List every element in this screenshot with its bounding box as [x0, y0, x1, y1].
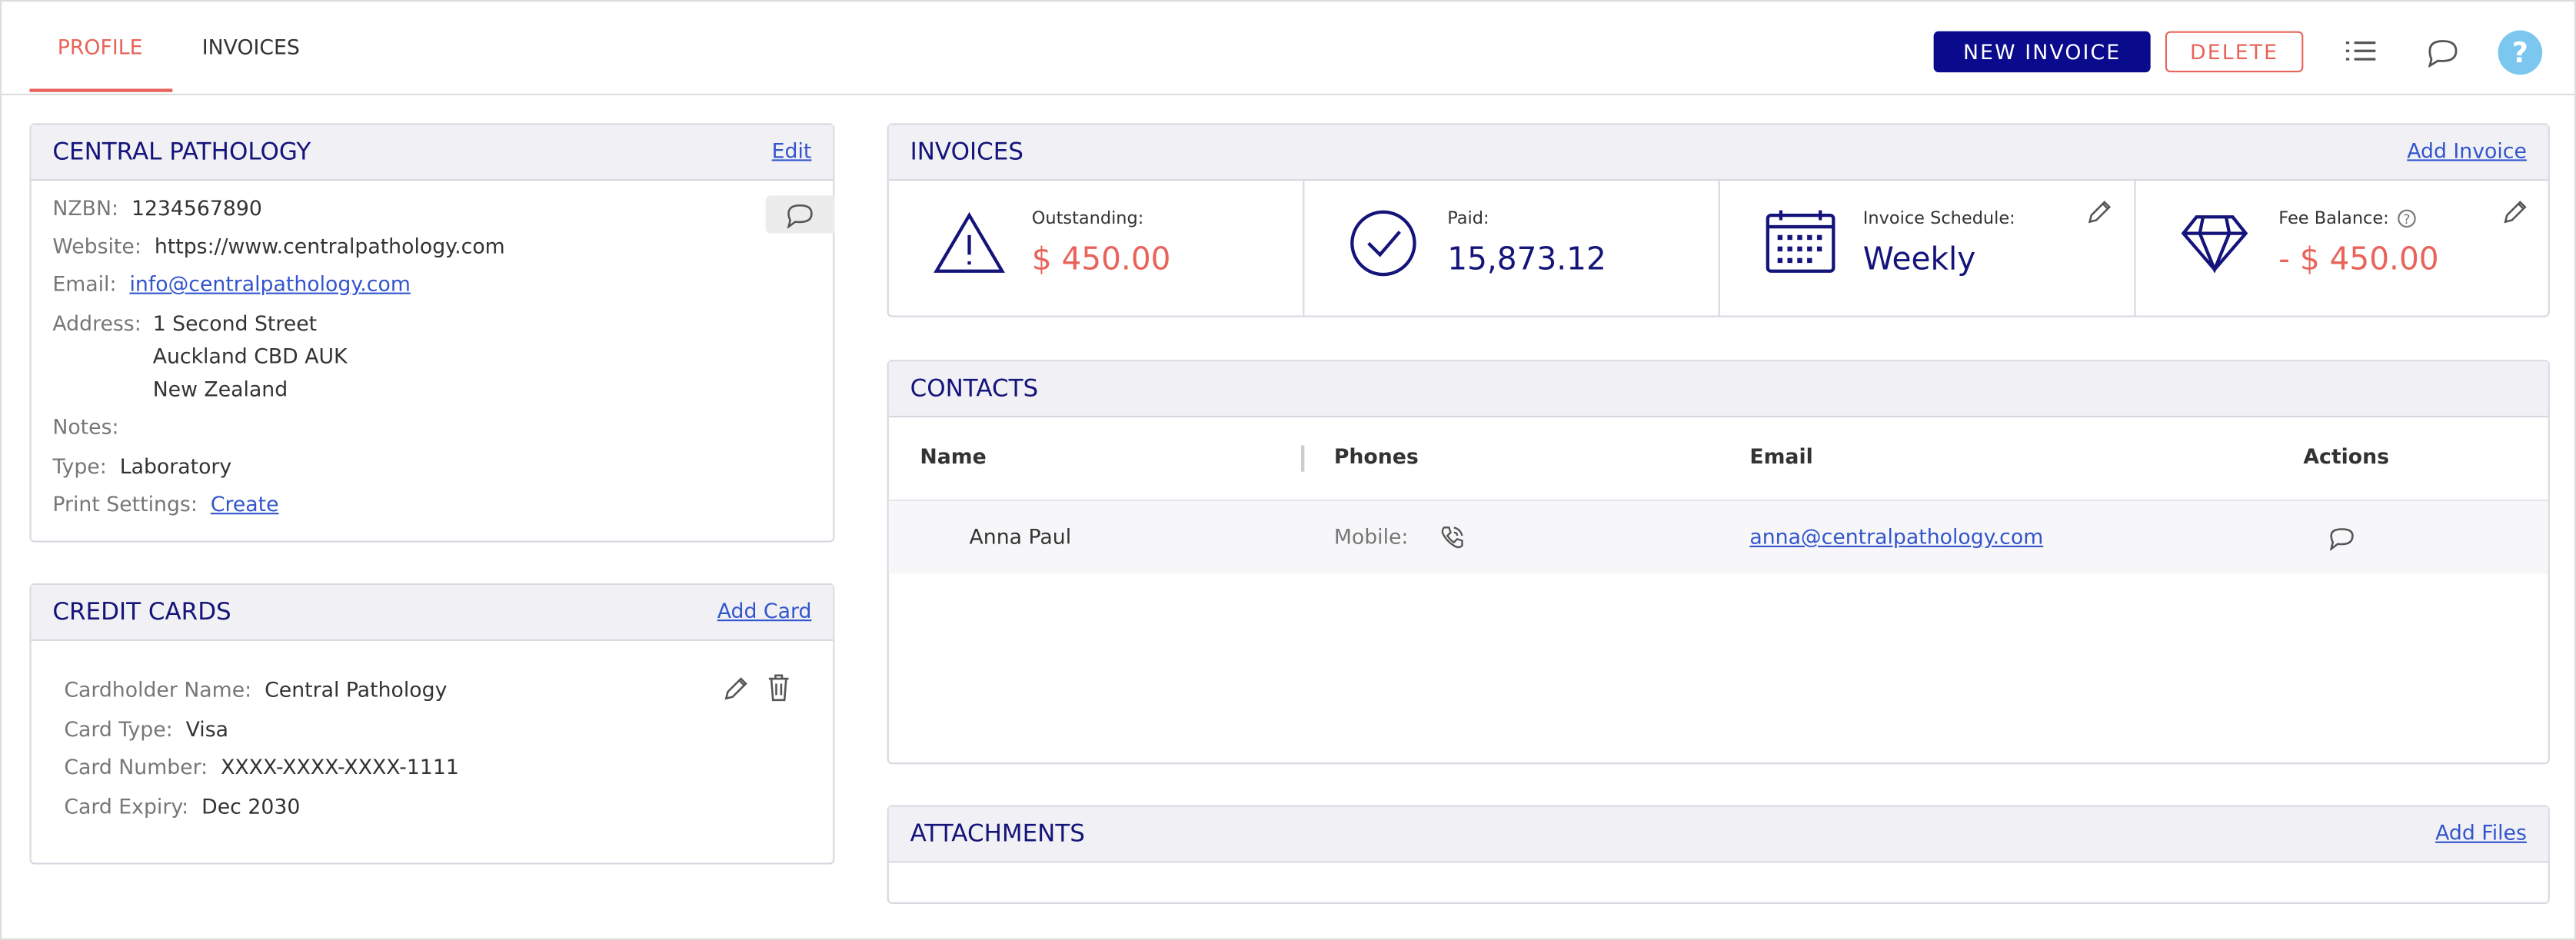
card-header — [888, 806, 2548, 863]
stat-label: Paid: — [1447, 208, 1489, 229]
phone-label: Mobile: — [1333, 524, 1409, 550]
card-title: CENTRAL PATHOLOGY — [52, 139, 311, 166]
address-line: New Zealand — [152, 376, 288, 401]
field: Type: Laboratory — [52, 456, 231, 477]
info-icon: ? — [2398, 209, 2416, 228]
edit-icon[interactable] — [2502, 199, 2528, 225]
stat-label: Fee Balance: — [2278, 208, 2389, 229]
divider — [1303, 179, 1305, 317]
divider — [1718, 179, 1720, 317]
field-value: XXXX-XXXX-XXXX-1111 — [221, 754, 459, 779]
create-link[interactable]: Create — [210, 491, 279, 517]
field-label: NZBN: — [52, 195, 118, 221]
stat-value: Weekly — [1862, 241, 1976, 278]
field-label: Type: — [52, 453, 107, 479]
phone-icon[interactable] — [1439, 524, 1466, 550]
card-header — [31, 125, 834, 181]
field-label: Print Settings: — [52, 491, 198, 517]
header-line — [2, 93, 2574, 96]
field: Card Expiry: Dec 2030 — [64, 792, 301, 818]
diamond-icon — [2181, 215, 2248, 273]
stat-label: Outstanding: — [1031, 208, 1144, 229]
divider — [2134, 179, 2136, 317]
contacts-card: CONTACTS Name Phones Email Actions Anna … — [887, 360, 2550, 765]
chat-icon — [787, 204, 813, 229]
table-header-line — [888, 499, 2548, 502]
invoices-card: INVOICES Add Invoice ? Outstanding: $ 450… — [887, 123, 2550, 317]
field-value: Dec 2030 — [201, 792, 301, 818]
credit-cards-card: CREDIT CARDS Add Card Cardholder Name: C… — [29, 583, 835, 865]
field: Cardholder Name: Central Pathology — [64, 676, 448, 702]
column-header: Actions — [2303, 443, 2390, 469]
field: Card Number: XXXX-XXXX-XXXX-1111 — [64, 756, 459, 779]
card-title: ATTACHMENTS — [910, 822, 1085, 849]
check-icon — [1350, 210, 1416, 277]
field-label: Address: — [52, 311, 141, 336]
card-header — [888, 125, 2548, 181]
warning-icon — [934, 211, 1005, 273]
svg-text:?: ? — [2403, 212, 2410, 228]
card-header — [31, 585, 834, 641]
table-row — [888, 501, 2548, 574]
card-title: CONTACTS — [910, 376, 1039, 403]
stat-value: 15,873.12 — [1447, 241, 1606, 278]
stat-value: - $ 450.00 — [2278, 241, 2439, 278]
profile-card: CENTRAL PATHOLOGY Edit NZBN: 1234567890 … — [29, 123, 835, 543]
field-value: Central Pathology — [265, 676, 448, 702]
add-files-link[interactable]: Add Files — [2435, 819, 2527, 845]
tab[interactable]: INVOICES — [201, 34, 300, 59]
field: NZBN: 1234567890 — [52, 198, 262, 220]
calendar-icon — [1766, 210, 1835, 273]
add-card-link[interactable]: Add Card — [717, 598, 812, 623]
field-label: Card Expiry: — [64, 792, 189, 818]
email-link[interactable]: info@centralpathology.com — [129, 271, 411, 296]
column-header: Email — [1749, 443, 1813, 469]
edit-icon[interactable] — [2086, 199, 2112, 225]
column-divider — [1301, 445, 1305, 472]
address-line: 1 Second Street — [152, 311, 318, 336]
field: Print Settings: Create — [52, 493, 278, 516]
chat-icon[interactable] — [2427, 38, 2460, 68]
svg-text:?: ? — [2512, 36, 2528, 69]
field-value: https://www.centralpathology.com — [154, 233, 505, 258]
field-label: Card Type: — [64, 716, 173, 741]
card-title: INVOICES — [910, 139, 1023, 166]
stat-value: $ 450.00 — [1031, 241, 1171, 278]
field-value: 1234567890 — [131, 195, 262, 221]
stat-label: Invoice Schedule: — [1862, 208, 2015, 229]
field-label: Notes: — [52, 414, 119, 439]
address-line: Auckland CBD AUK — [152, 343, 348, 368]
card-header — [888, 361, 2548, 418]
edit-icon[interactable] — [723, 676, 749, 702]
field-label: Website: — [52, 233, 141, 258]
column-header: Phones — [1333, 443, 1419, 469]
comment-button[interactable] — [765, 195, 835, 234]
field-value: Visa — [185, 716, 229, 741]
field: Email: info@centralpathology.com — [52, 271, 411, 296]
edit-link[interactable]: Edit — [771, 138, 812, 163]
chat-icon[interactable] — [2328, 526, 2355, 551]
list-icon[interactable] — [2345, 38, 2378, 64]
delete-button[interactable]: DELETE — [2165, 31, 2304, 73]
tab-underline — [29, 88, 173, 92]
field: Website: https://www.centralpathology.co… — [52, 233, 505, 258]
card-title: CREDIT CARDS — [52, 600, 231, 626]
field-label: Email: — [52, 271, 117, 296]
field-label: Cardholder Name: — [64, 676, 252, 702]
field: Card Type: Visa — [64, 716, 229, 741]
contact-name: Anna Paul — [969, 524, 1072, 550]
tab[interactable]: PROFILE — [57, 34, 143, 59]
field-label: Card Number: — [64, 754, 208, 779]
help-icon[interactable]: ? — [2497, 29, 2543, 75]
contact-email[interactable]: anna@centralpathology.com — [1749, 524, 2044, 550]
delete-icon[interactable] — [767, 674, 790, 702]
add-invoice-link[interactable]: Add Invoice — [2407, 138, 2527, 163]
new-invoice-button[interactable]: NEW INVOICE — [1933, 31, 2151, 73]
attachments-card: ATTACHMENTS Add Files — [887, 805, 2550, 904]
field-value: Laboratory — [119, 453, 232, 479]
column-header: Name — [920, 443, 987, 469]
